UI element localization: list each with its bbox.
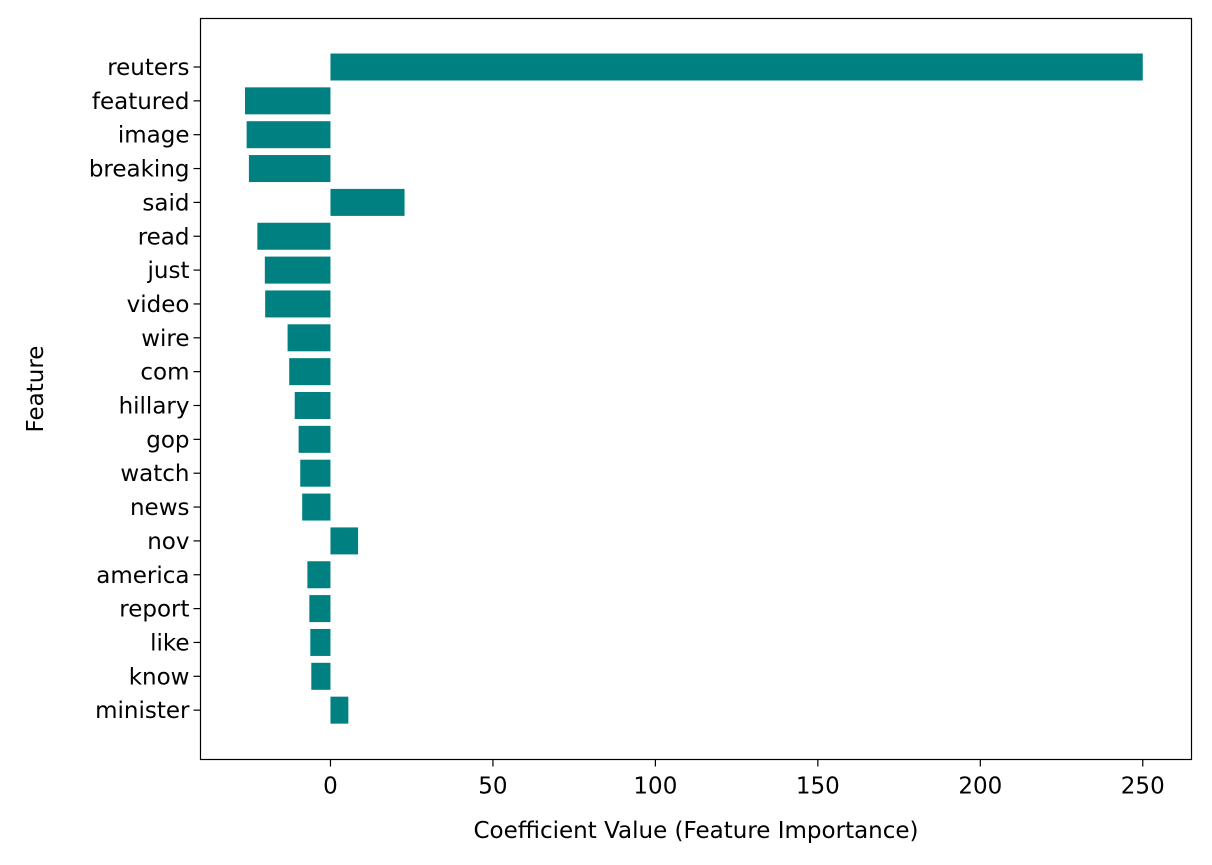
y-tick-label: know [129,664,190,690]
bar-america [307,561,331,589]
x-tick-label: 50 [478,774,507,800]
y-tick-label: nov [147,529,189,555]
x-axis-label: Coefficient Value (Feature Importance) [473,818,918,844]
y-tick-label: just [147,258,190,284]
y-axis-ticks: reuters featured image breaking said read just… [89,55,201,724]
bar-said [330,188,405,216]
bar-hillary [294,392,331,419]
y-tick-label: com [140,360,189,386]
bar-read [257,222,331,250]
bar-nov [330,527,359,555]
bar-watch [300,459,331,487]
y-tick-label: featured [92,89,190,115]
bar-minister [330,696,349,724]
y-tick-label: hillary [119,394,190,420]
bar-breaking [248,155,331,183]
bar-like [310,628,331,656]
x-tick-label: 0 [323,774,338,800]
y-tick-label: like [150,630,189,656]
y-tick-label: report [119,597,189,623]
bar-com [289,358,331,386]
plot-frame [199,17,1193,761]
bar-know [311,662,331,690]
bar-video [265,290,331,318]
y-tick-label: reuters [107,55,189,81]
y-tick-label: read [138,224,190,250]
bar-report [309,595,331,623]
y-tick-label: news [130,495,190,521]
y-tick-label: breaking [89,157,190,183]
x-tick-label: 200 [958,774,1002,800]
y-tick-label: minister [95,698,190,724]
y-tick-label: gop [146,427,189,453]
bar-featured [245,87,331,115]
bar-reuters [330,53,1143,81]
y-tick-label: wire [141,326,189,352]
bar-gop [298,425,331,453]
y-tick-label: america [96,563,189,589]
x-axis-ticks: 0 50 100 150 200 250 [323,759,1165,800]
y-tick-label: watch [120,461,189,487]
x-tick-label: 150 [796,774,840,800]
bar-wire [287,324,331,352]
x-tick-label: 250 [1121,774,1165,800]
x-tick-label: 100 [633,774,677,800]
y-tick-label: image [118,123,190,149]
bar-image [246,121,331,149]
y-tick-label: said [142,190,189,216]
bar-just [264,256,331,284]
bars-group [245,53,1143,724]
bar-news [302,493,331,521]
y-tick-label: video [127,292,190,318]
y-axis-label: Feature [23,346,49,433]
